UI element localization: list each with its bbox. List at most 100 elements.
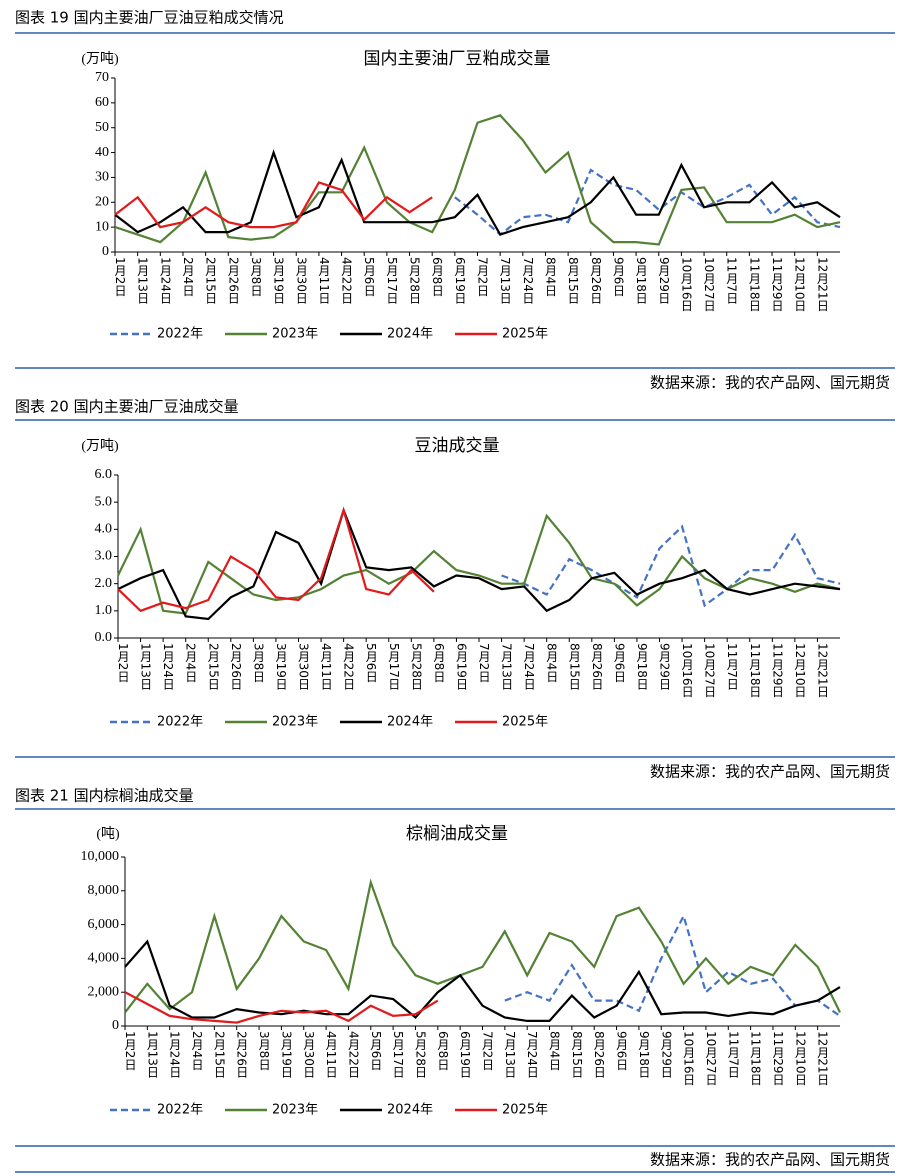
x-tick-label: 11月7日: [726, 1031, 740, 1078]
x-tick-label: 12月21日: [815, 643, 829, 698]
legend-label: 2023年: [272, 327, 318, 342]
x-tick-label: 5月17日: [387, 643, 401, 690]
x-tick-label: 12月21日: [815, 257, 829, 312]
x-tick-label: 1月13日: [139, 643, 153, 690]
series-line: [124, 991, 439, 1024]
x-tick-label: 1月24日: [168, 1031, 182, 1078]
x-tick-label: 7月24日: [521, 257, 535, 304]
y-tick-label: 60: [95, 95, 109, 110]
x-tick-label: 8月15日: [570, 1031, 584, 1078]
x-tick-label: 11月29日: [771, 1031, 785, 1086]
y-tick-label: 70: [95, 70, 109, 85]
y-tick-label: 50: [95, 120, 109, 135]
x-tick-label: 5月28日: [408, 257, 422, 304]
x-tick-label: 2月15日: [206, 643, 220, 690]
x-tick-label: 2月4日: [181, 257, 195, 296]
y-tick-label: 0: [112, 1018, 119, 1033]
series-line: [124, 878, 841, 1014]
x-tick-label: 8月4日: [543, 257, 557, 296]
series-line: [117, 513, 841, 615]
y-tick-label: 4,000: [88, 951, 120, 966]
series-line: [454, 168, 841, 237]
y-tick-label: 2,000: [88, 984, 120, 999]
legend-label: 2025年: [502, 715, 548, 730]
y-tick-label: 40: [95, 145, 109, 160]
x-tick-label: 2月4日: [184, 643, 198, 682]
legend-label: 2025年: [502, 327, 548, 342]
x-tick-label: 12月10日: [793, 1031, 807, 1086]
legend-label: 2023年: [272, 715, 318, 730]
x-tick-label: 9月29日: [659, 1031, 673, 1078]
legend-label: 2022年: [157, 1103, 203, 1118]
x-tick-label: 6月8日: [430, 257, 444, 296]
x-tick-label: 8月15日: [567, 643, 581, 690]
legend-label: 2022年: [157, 715, 203, 730]
series-line: [501, 524, 841, 608]
x-tick-label: 6月19日: [453, 257, 467, 304]
y-axis-unit: (万吨): [81, 438, 119, 454]
x-tick-label: 3月8日: [257, 1031, 271, 1070]
x-tick-label: 11月18日: [747, 257, 761, 312]
x-tick-label: 7月13日: [500, 643, 514, 690]
x-tick-label: 1月13日: [136, 257, 150, 304]
y-tick-label: 0.0: [95, 630, 113, 645]
x-tick-label: 3月30日: [294, 257, 308, 304]
x-tick-label: 5月28日: [413, 1031, 427, 1078]
y-tick-label: 8,000: [88, 883, 120, 898]
x-tick-label: 10月16日: [680, 643, 694, 698]
x-tick-label: 4月22日: [346, 1031, 360, 1078]
x-tick-label: 6月8日: [432, 643, 446, 682]
x-tick-label: 1月13日: [145, 1031, 159, 1078]
x-tick-label: 2月26日: [235, 1031, 249, 1078]
x-tick-label: 7月24日: [525, 1031, 539, 1078]
chart-title: 国内主要油厂豆粕成交量: [364, 49, 551, 68]
x-tick-label: 8月15日: [566, 257, 580, 304]
y-axis-unit: (万吨): [81, 51, 119, 67]
chart-title: 豆油成交量: [415, 436, 500, 455]
x-tick-label: 6月19日: [454, 643, 468, 690]
x-tick-label: 9月6日: [612, 643, 626, 682]
x-tick-label: 4月11日: [317, 257, 331, 304]
y-tick-label: 1.0: [95, 603, 113, 618]
x-tick-label: 11月18日: [748, 643, 762, 698]
x-tick-label: 8月26日: [589, 257, 603, 304]
y-tick-label: 4.0: [95, 522, 113, 537]
series-line: [117, 506, 841, 621]
x-tick-label: 9月6日: [615, 1031, 629, 1070]
x-tick-label: 10月16日: [682, 1031, 696, 1086]
source-note: 数据来源：我的农产品网、国元期货: [650, 374, 890, 392]
y-tick-label: 30: [95, 170, 109, 185]
x-tick-label: 3月19日: [274, 643, 288, 690]
x-tick-label: 2月26日: [226, 257, 240, 304]
x-tick-label: 11月7日: [725, 257, 739, 304]
y-tick-label: 3.0: [95, 549, 113, 564]
x-tick-label: 8月26日: [592, 1031, 606, 1078]
x-tick-label: 2月15日: [204, 257, 218, 304]
y-tick-label: 6.0: [95, 467, 113, 482]
x-tick-label: 5月28日: [409, 643, 423, 690]
x-tick-label: 7月2日: [476, 257, 490, 296]
x-tick-label: 4月22日: [342, 643, 356, 690]
x-tick-label: 11月29日: [770, 257, 784, 312]
legend-label: 2022年: [157, 327, 203, 342]
figure-caption: 图表 19 国内主要油厂豆油豆粕成交情况: [15, 9, 284, 27]
legend-label: 2024年: [387, 327, 433, 342]
x-tick-label: 5月6日: [362, 257, 376, 296]
x-tick-label: 11月29日: [770, 643, 784, 698]
x-tick-label: 8月4日: [548, 1031, 562, 1070]
source-note: 数据来源：我的农产品网、国元期货: [650, 1151, 890, 1169]
x-tick-label: 4月22日: [340, 257, 354, 304]
x-tick-label: 9月18日: [637, 1031, 651, 1078]
x-tick-label: 6月8日: [436, 1031, 450, 1070]
y-tick-label: 2.0: [95, 576, 113, 591]
figure-caption: 图表 20 国内主要油厂豆油成交量: [15, 398, 239, 416]
series-line: [114, 149, 841, 236]
x-tick-label: 9月18日: [634, 257, 648, 304]
x-tick-label: 7月13日: [498, 257, 512, 304]
x-tick-label: 11月18日: [749, 1031, 763, 1086]
x-tick-label: 4月11日: [319, 643, 333, 690]
x-tick-label: 10月27日: [704, 1031, 718, 1086]
legend-label: 2025年: [502, 1103, 548, 1118]
x-tick-label: 7月2日: [477, 643, 491, 682]
